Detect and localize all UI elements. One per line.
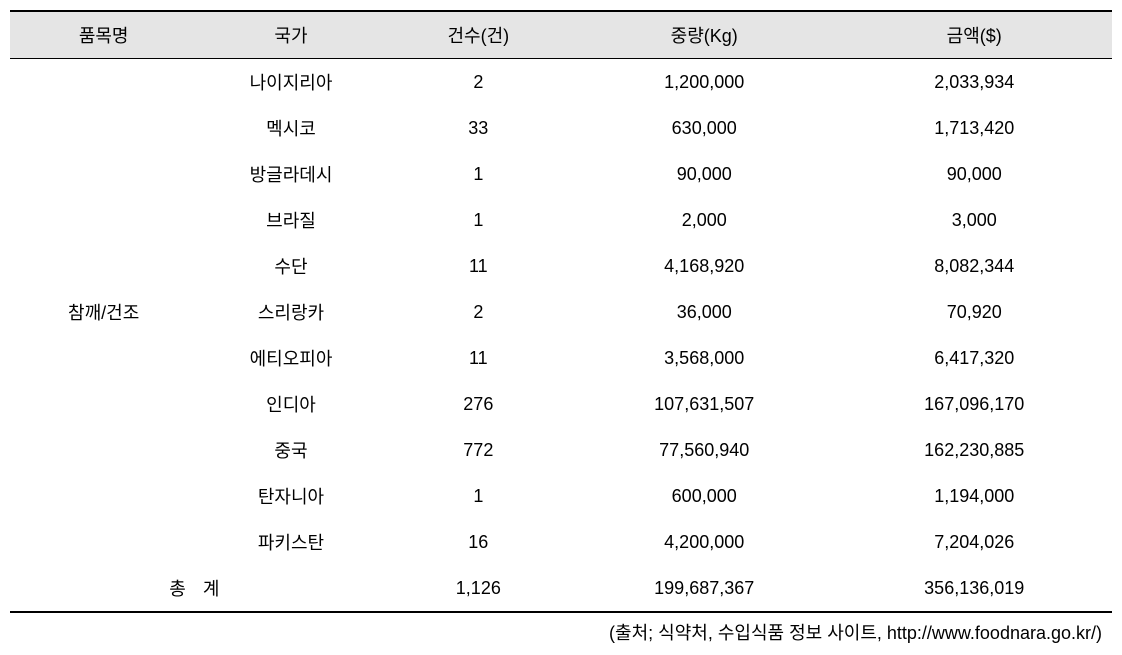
cell-amount: 3,000 — [836, 197, 1112, 243]
cell-count: 1 — [385, 197, 572, 243]
cell-weight: 630,000 — [572, 105, 836, 151]
cell-count: 772 — [385, 427, 572, 473]
table-row: 파키스탄164,200,0007,204,026 — [10, 519, 1112, 565]
cell-country: 인디아 — [197, 381, 384, 427]
table-row: 중국77277,560,940162,230,885 — [10, 427, 1112, 473]
table-row: 브라질12,0003,000 — [10, 197, 1112, 243]
cell-count: 11 — [385, 335, 572, 381]
cell-amount: 70,920 — [836, 289, 1112, 335]
cell-amount: 90,000 — [836, 151, 1112, 197]
table-row: 멕시코33630,0001,713,420 — [10, 105, 1112, 151]
cell-item-empty — [10, 427, 197, 473]
table-row: 방글라데시190,00090,000 — [10, 151, 1112, 197]
table-total-row: 총 계1,126199,687,367356,136,019 — [10, 565, 1112, 612]
cell-item-empty — [10, 151, 197, 197]
cell-amount: 167,096,170 — [836, 381, 1112, 427]
cell-country: 스리랑카 — [197, 289, 384, 335]
cell-amount: 8,082,344 — [836, 243, 1112, 289]
table-row: 참깨/건조스리랑카236,00070,920 — [10, 289, 1112, 335]
cell-country: 중국 — [197, 427, 384, 473]
cell-amount: 7,204,026 — [836, 519, 1112, 565]
cell-weight: 2,000 — [572, 197, 836, 243]
cell-weight: 107,631,507 — [572, 381, 836, 427]
cell-total-weight: 199,687,367 — [572, 565, 836, 612]
cell-count: 2 — [385, 59, 572, 106]
cell-weight: 4,200,000 — [572, 519, 836, 565]
cell-country: 방글라데시 — [197, 151, 384, 197]
cell-country: 브라질 — [197, 197, 384, 243]
cell-count: 33 — [385, 105, 572, 151]
cell-amount: 2,033,934 — [836, 59, 1112, 106]
cell-weight: 3,568,000 — [572, 335, 836, 381]
cell-weight: 1,200,000 — [572, 59, 836, 106]
table-row: 에티오피아113,568,0006,417,320 — [10, 335, 1112, 381]
cell-weight: 600,000 — [572, 473, 836, 519]
cell-item-empty — [10, 335, 197, 381]
cell-item-name: 참깨/건조 — [10, 289, 197, 335]
import-data-table: 품목명 국가 건수(건) 중량(Kg) 금액($) 나이지리아21,200,00… — [10, 10, 1112, 613]
cell-country: 파키스탄 — [197, 519, 384, 565]
table-header-row: 품목명 국가 건수(건) 중량(Kg) 금액($) — [10, 11, 1112, 59]
header-item: 품목명 — [10, 11, 197, 59]
cell-country: 멕시코 — [197, 105, 384, 151]
cell-amount: 162,230,885 — [836, 427, 1112, 473]
cell-weight: 4,168,920 — [572, 243, 836, 289]
cell-total-label: 총 계 — [10, 565, 385, 612]
cell-country: 탄자니아 — [197, 473, 384, 519]
cell-item-empty — [10, 381, 197, 427]
header-weight: 중량(Kg) — [572, 11, 836, 59]
cell-count: 276 — [385, 381, 572, 427]
cell-count: 2 — [385, 289, 572, 335]
cell-country: 에티오피아 — [197, 335, 384, 381]
cell-item-empty — [10, 519, 197, 565]
table-row: 인디아276107,631,507167,096,170 — [10, 381, 1112, 427]
cell-amount: 1,713,420 — [836, 105, 1112, 151]
cell-item-empty — [10, 197, 197, 243]
cell-weight: 77,560,940 — [572, 427, 836, 473]
cell-count: 1 — [385, 473, 572, 519]
table-row: 탄자니아1600,0001,194,000 — [10, 473, 1112, 519]
header-amount: 금액($) — [836, 11, 1112, 59]
cell-count: 16 — [385, 519, 572, 565]
cell-item-empty — [10, 243, 197, 289]
cell-item-empty — [10, 105, 197, 151]
header-country: 국가 — [197, 11, 384, 59]
cell-count: 11 — [385, 243, 572, 289]
cell-total-amount: 356,136,019 — [836, 565, 1112, 612]
header-count: 건수(건) — [385, 11, 572, 59]
cell-count: 1 — [385, 151, 572, 197]
cell-total-count: 1,126 — [385, 565, 572, 612]
cell-item-empty — [10, 59, 197, 106]
cell-item-empty — [10, 473, 197, 519]
cell-weight: 90,000 — [572, 151, 836, 197]
cell-amount: 6,417,320 — [836, 335, 1112, 381]
source-citation: (출처; 식약처, 수입식품 정보 사이트, http://www.foodna… — [10, 619, 1112, 645]
cell-amount: 1,194,000 — [836, 473, 1112, 519]
table-row: 수단114,168,9208,082,344 — [10, 243, 1112, 289]
cell-weight: 36,000 — [572, 289, 836, 335]
cell-country: 수단 — [197, 243, 384, 289]
cell-country: 나이지리아 — [197, 59, 384, 106]
table-row: 나이지리아21,200,0002,033,934 — [10, 59, 1112, 106]
